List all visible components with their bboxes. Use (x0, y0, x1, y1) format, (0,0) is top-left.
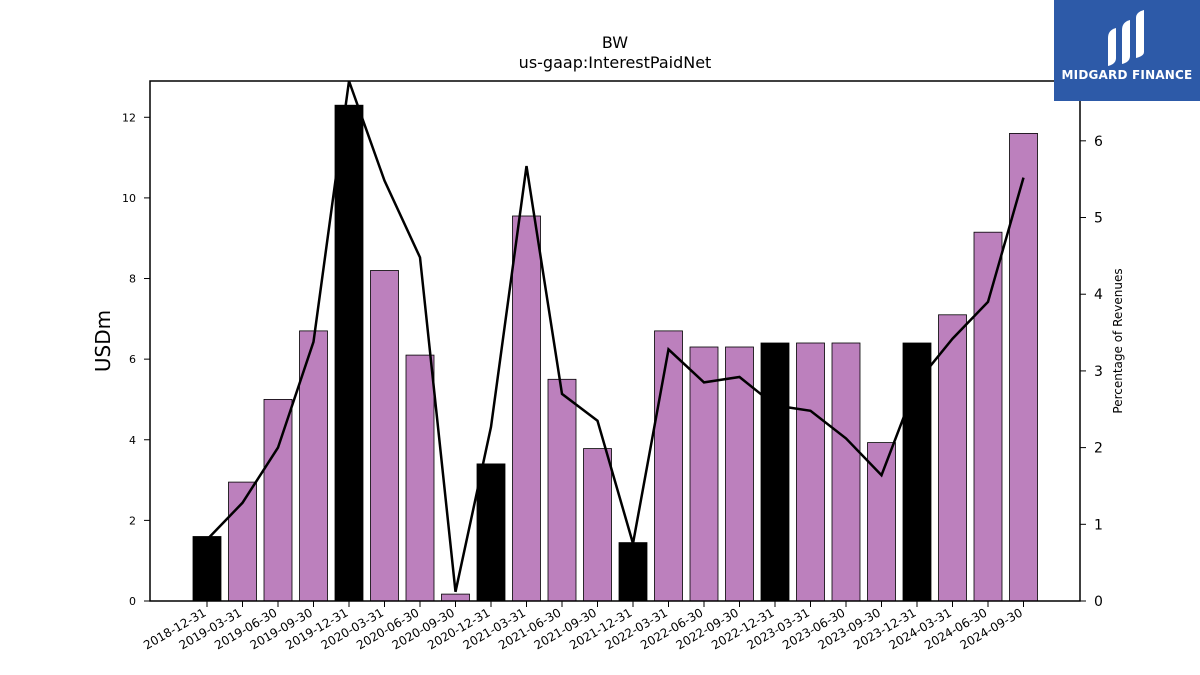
bar-2022-09-30 (725, 346, 754, 602)
plot-frame (149, 80, 1081, 602)
y2-tick-label: 2 (1094, 441, 1103, 457)
bar-2023-06-30 (831, 342, 861, 602)
bar-2019-09-30 (299, 330, 328, 602)
y-tick-label: 0 (129, 595, 136, 608)
bar-2023-03-31 (796, 342, 825, 602)
bar-2024-06-30 (973, 231, 1003, 602)
y-tick-label: 12 (122, 111, 136, 124)
brand-logo: MIDGARD FINANCE (1054, 0, 1200, 101)
y-tick-label: 4 (129, 434, 136, 447)
bar-2022-12-31 (760, 342, 790, 602)
y2-axis: 0 1 2 3 4 5 6 (1080, 134, 1103, 610)
bars-group (192, 104, 1038, 602)
percentage-line (206, 80, 1025, 593)
y2-tick-label: 3 (1094, 364, 1103, 380)
bar-2023-12-31 (902, 342, 932, 602)
y-tick-label: 10 (122, 192, 136, 205)
y2-tick-label: 5 (1094, 211, 1103, 227)
bar-2019-03-31 (228, 481, 257, 602)
y-axis: 0 2 4 6 8 10 12 (122, 111, 150, 608)
bar-2023-09-30 (867, 442, 896, 602)
brand-mark-icon (1108, 10, 1144, 66)
y-tick-label: 8 (129, 273, 136, 286)
bar-2021-12-31 (618, 542, 648, 602)
y2-tick-label: 6 (1094, 134, 1103, 150)
y-tick-label: 6 (129, 353, 136, 366)
bar-2022-03-31 (654, 330, 683, 602)
bar-2019-12-31 (334, 104, 364, 602)
x-axis: 2018-12-312019-03-312019-06-302019-09-30… (141, 601, 1025, 652)
bar-2018-12-31 (192, 536, 222, 602)
brand-name: MIDGARD FINANCE (1061, 68, 1193, 82)
bar-2021-03-31 (512, 215, 541, 602)
bar-2020-03-31 (370, 270, 399, 602)
y-axis-label: USDm (91, 310, 115, 372)
y2-tick-label: 4 (1094, 287, 1103, 303)
bar-2020-09-30 (441, 593, 470, 602)
y2-axis-label: Percentage of Revenues (1111, 268, 1125, 413)
bar-2022-06-30 (689, 346, 719, 602)
y2-tick-label: 1 (1094, 517, 1103, 533)
bar-2024-03-31 (938, 314, 967, 602)
bar-2019-06-30 (263, 398, 293, 602)
chart-subtitle: us-gaap:InterestPaidNet (519, 53, 712, 72)
y2-tick-label: 0 (1094, 594, 1103, 610)
bar-2021-06-30 (547, 378, 577, 602)
bar-2024-09-30 (1009, 132, 1038, 602)
bar-2020-12-31 (476, 463, 506, 602)
line-group (206, 80, 1025, 593)
bar-2021-09-30 (583, 448, 612, 602)
bar-2020-06-30 (405, 354, 435, 602)
y-tick-label: 2 (129, 514, 136, 527)
chart-title: BW (602, 33, 628, 52)
